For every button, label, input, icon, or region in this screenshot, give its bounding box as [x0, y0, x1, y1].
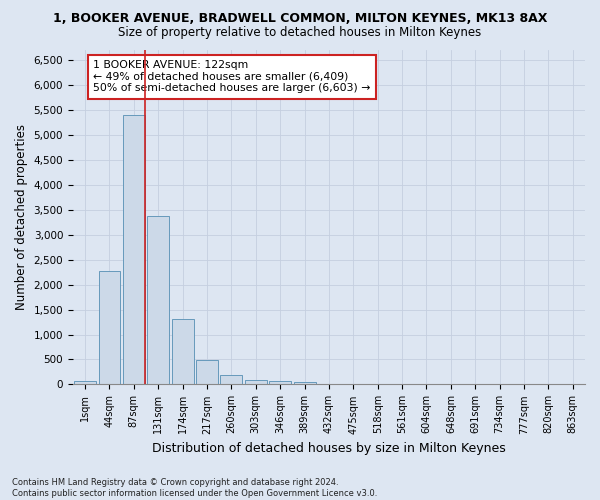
Text: Size of property relative to detached houses in Milton Keynes: Size of property relative to detached ho… — [118, 26, 482, 39]
Text: 1 BOOKER AVENUE: 122sqm
← 49% of detached houses are smaller (6,409)
50% of semi: 1 BOOKER AVENUE: 122sqm ← 49% of detache… — [94, 60, 371, 93]
Bar — [269, 382, 291, 384]
Bar — [74, 380, 96, 384]
Bar — [123, 115, 145, 384]
Bar — [196, 360, 218, 384]
Bar — [147, 216, 169, 384]
Text: Contains HM Land Registry data © Crown copyright and database right 2024.
Contai: Contains HM Land Registry data © Crown c… — [12, 478, 377, 498]
Bar — [98, 270, 121, 384]
Bar — [220, 375, 242, 384]
Bar — [245, 380, 267, 384]
Y-axis label: Number of detached properties: Number of detached properties — [15, 124, 28, 310]
Bar — [293, 382, 316, 384]
Bar — [172, 319, 194, 384]
X-axis label: Distribution of detached houses by size in Milton Keynes: Distribution of detached houses by size … — [152, 442, 506, 455]
Text: 1, BOOKER AVENUE, BRADWELL COMMON, MILTON KEYNES, MK13 8AX: 1, BOOKER AVENUE, BRADWELL COMMON, MILTO… — [53, 12, 547, 26]
